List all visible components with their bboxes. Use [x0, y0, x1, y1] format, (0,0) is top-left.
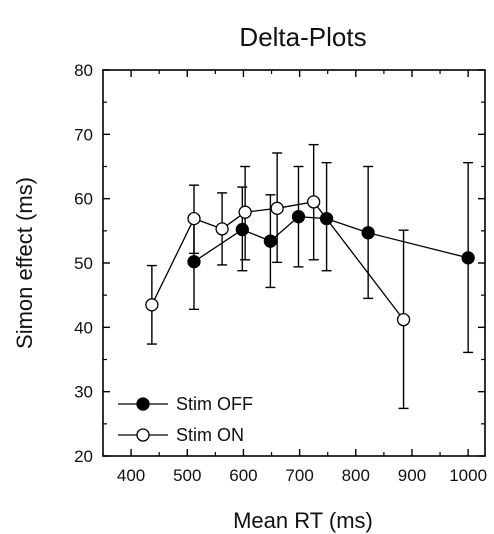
data-point-stim-off: [187, 255, 201, 269]
data-point-stim-on: [238, 205, 252, 219]
x-tick-label: 800: [342, 466, 370, 485]
legend-label-stim-on: Stim ON: [176, 425, 244, 445]
x-tick-label: 900: [398, 466, 426, 485]
x-tick-label: 500: [173, 466, 201, 485]
data-layer: [145, 143, 475, 410]
data-point-stim-on: [215, 222, 229, 236]
data-point-stim-on: [187, 211, 201, 226]
data-point-stim-off: [319, 211, 334, 226]
plot-frame: [102, 69, 486, 457]
axis-ticks: 400 500 600 700 800 900 1000 20 30 40 50 60 70 80: [74, 61, 487, 485]
y-axis-title: Simon effect (ms): [12, 177, 37, 349]
y-tick-label: 50: [74, 254, 93, 273]
data-point-stim-on: [270, 201, 284, 215]
x-tick-label: 700: [285, 466, 313, 485]
data-point-stim-off: [263, 234, 278, 248]
x-tick-label: 600: [229, 466, 257, 485]
y-tick-label: 30: [74, 383, 93, 402]
chart-title: Delta-Plots: [239, 22, 366, 52]
legend-marker-stim-on: [136, 428, 150, 442]
data-point-stim-off: [291, 210, 306, 224]
y-tick-label: 80: [74, 61, 93, 80]
x-tick-label: 400: [117, 466, 145, 485]
y-tick-label: 70: [74, 125, 93, 144]
y-tick-label: 20: [74, 447, 93, 466]
y-tick-label: 60: [74, 190, 93, 209]
y-tick-label: 40: [74, 318, 93, 337]
legend-marker-stim-off: [136, 397, 150, 411]
data-point-stim-on: [396, 312, 411, 327]
x-tick-label: 1000: [449, 466, 487, 485]
legend-label-stim-off: Stim OFF: [176, 394, 253, 414]
data-point-stim-on: [145, 298, 159, 312]
legend: Stim OFF Stim ON: [118, 394, 253, 445]
data-point-stim-on: [307, 195, 321, 209]
data-point-stim-off: [461, 251, 475, 265]
data-point-stim-off: [361, 226, 375, 240]
data-point-stim-off: [235, 222, 249, 237]
x-axis-title: Mean RT (ms): [233, 508, 373, 533]
